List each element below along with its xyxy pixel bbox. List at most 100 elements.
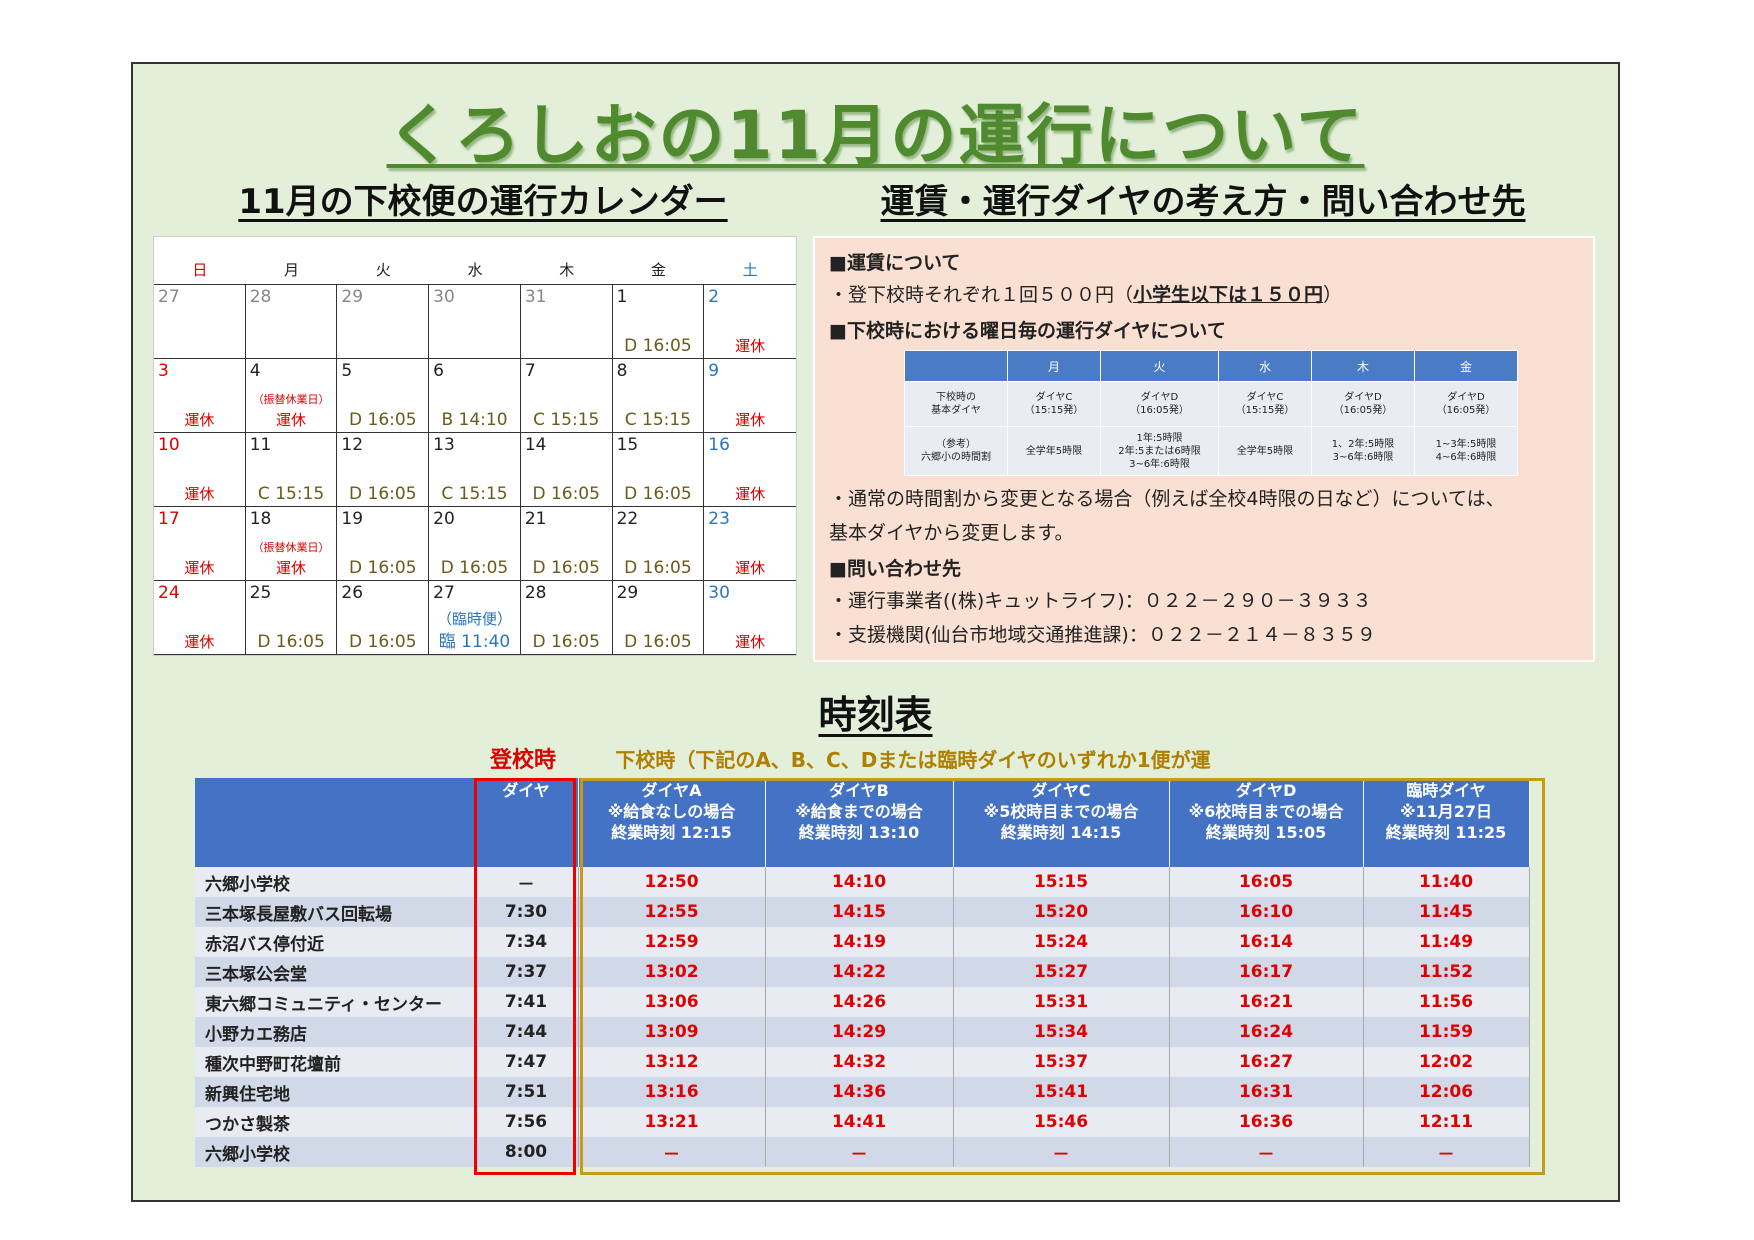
- day-service: D 16:05: [624, 558, 692, 578]
- calendar-day-cell: 26 D 16:05: [337, 581, 430, 655]
- day-number: 5: [341, 361, 353, 381]
- afternoon-time: －: [1363, 1137, 1530, 1167]
- calendar-day-cell: 12 D 16:05: [337, 433, 430, 507]
- afternoon-time: 12:55: [578, 897, 766, 927]
- afternoon-time: 11:49: [1363, 927, 1530, 957]
- fare-line-child: 小学生以下は１５０円: [1133, 284, 1324, 306]
- timetable-row: 三本塚長屋敷バス回転場 7:30 12:55 14:15 15:20 16:10 11:45: [195, 897, 1530, 927]
- day-service: D 16:05: [349, 558, 417, 578]
- morning-time: 7:41: [474, 987, 579, 1017]
- calendar-day-cell: 28: [245, 285, 338, 359]
- afternoon-time: 14:19: [765, 927, 954, 957]
- afternoon-time: 16:21: [1169, 987, 1364, 1017]
- morning-time: 7:37: [474, 957, 579, 987]
- weekday-label: 月: [284, 261, 300, 279]
- calendar-day-cell: 17 運休: [154, 507, 246, 581]
- afternoon-time: 16:24: [1169, 1017, 1364, 1047]
- mini-cell: ダイヤD （16:05発）: [1100, 381, 1219, 427]
- poster-frame: くろしおの11月の運行について 11月の下校便の運行カレンダー 運賃・運行ダイヤ…: [131, 62, 1620, 1202]
- day-number: 20: [433, 509, 455, 529]
- day-number: 21: [524, 509, 547, 529]
- fare-line: ・登下校時それぞれ１回５００円（小学生以下は１５０円）: [829, 278, 1579, 312]
- afternoon-time: 16:27: [1169, 1047, 1364, 1077]
- timetable-header-cell: ダイヤA ※給食なしの場合 終業時刻 12:15: [578, 778, 766, 867]
- afternoon-time: 16:05: [1169, 867, 1364, 897]
- timetable-header-cell: ダイヤC ※5校時目までの場合 終業時刻 14:15: [953, 778, 1170, 867]
- day-number: 26: [341, 583, 364, 603]
- timetable-row: 東六郷コミュニティ・センター 7:41 13:06 14:26 15:31 16:21 11…: [195, 987, 1530, 1017]
- calendar-day-cell: 2 運休: [704, 285, 796, 359]
- day-service: 運休: [276, 411, 307, 429]
- mini-cell: 1、2年:5時限 3~6年:6時限: [1311, 426, 1415, 476]
- timetable-header-cell: [195, 778, 475, 867]
- calendar-day-cell: 10 運休: [154, 433, 246, 507]
- mini-cell: ダイヤD （16:05発）: [1311, 381, 1415, 427]
- day-service: D 16:05: [440, 558, 509, 578]
- calendar-day-cell: 5 D 16:05: [337, 359, 430, 433]
- calendar-day-cell: 31: [520, 285, 613, 359]
- day-service: 運休: [735, 411, 766, 429]
- day-service: D 16:05: [624, 632, 692, 652]
- day-service: D 16:05: [349, 484, 417, 504]
- calendar-day-cell: 30 運休: [704, 581, 796, 655]
- calendar-day-cell: 4 （振替休業日） 運休: [245, 359, 338, 433]
- calendar-day-cell: 3 運休: [154, 359, 246, 433]
- afternoon-time: 14:41: [765, 1107, 954, 1137]
- afternoon-time: 15:34: [953, 1017, 1170, 1047]
- calendar-day-cell: 24 運休: [154, 581, 246, 655]
- timetable-header-cell: ダイヤB ※給食までの場合 終業時刻 13:10: [765, 778, 954, 867]
- mini-header-cell: [904, 350, 1008, 382]
- weekday-label: 金: [650, 261, 666, 279]
- mini-header-cell: 金: [1414, 350, 1518, 382]
- day-number: 23: [708, 509, 730, 529]
- timetable-row: 三本塚公会堂 7:37 13:02 14:22 15:27 16:17 11:52: [195, 957, 1530, 987]
- calendar-day-cell: 23 運休: [704, 507, 796, 581]
- day-number: 15: [616, 435, 639, 455]
- mini-cell: ダイヤC （15:15発）: [1007, 381, 1101, 427]
- afternoon-time: 13:02: [578, 957, 766, 987]
- note-line-1: ・通常の時間割から変更となる場合（例えば全校4時限の日など）については、: [829, 488, 1505, 510]
- day-number: 14: [524, 435, 547, 455]
- day-number: 6: [433, 361, 444, 381]
- day-number: 3: [158, 361, 169, 381]
- afternoon-time: 11:45: [1363, 897, 1530, 927]
- afternoon-time: 15:27: [953, 957, 1170, 987]
- stop-name: 東六郷コミュニティ・センター: [195, 987, 475, 1017]
- stop-name: 赤沼バス停付近: [195, 927, 475, 957]
- calendar-day-cell: 22 D 16:05: [612, 507, 705, 581]
- day-service: D 16:05: [349, 632, 417, 652]
- contact-support: ・支援機関(仙台市地域交通推進課)：０２２－２１４－８３５９: [829, 624, 1376, 646]
- day-number: 19: [341, 509, 364, 529]
- day-number: 18: [249, 509, 272, 529]
- weekday-label: 火: [375, 261, 391, 279]
- label-morning: 登校時: [489, 748, 556, 773]
- afternoon-time: 13:21: [578, 1107, 766, 1137]
- calendar-day-cell: 14 D 16:05: [520, 433, 613, 507]
- timetable-row: 種次中野町花壇前 7:47 13:12 14:32 15:37 16:27 12:02: [195, 1047, 1530, 1077]
- day-number: 16: [708, 435, 730, 455]
- mini-header-cell: 木: [1311, 350, 1415, 382]
- day-service: D 16:05: [349, 410, 417, 430]
- stop-name: 三本塚長屋敷バス回転場: [195, 897, 475, 927]
- calendar-day-cell: 8 C 15:15: [612, 359, 705, 433]
- day-service: D 16:05: [624, 484, 692, 504]
- mini-header-cell: 火: [1100, 350, 1219, 382]
- stop-name: 新興住宅地: [195, 1077, 475, 1107]
- morning-time: 7:51: [474, 1077, 579, 1107]
- day-service: D 16:05: [532, 484, 600, 504]
- timetable-row: 六郷小学校－ 12:50 14:10 15:15 16:05 11:40: [195, 867, 1530, 897]
- day-service: 運休: [184, 633, 215, 651]
- calendar-day-cell: 16 運休: [704, 433, 796, 507]
- calendar-day-cell: 20 D 16:05: [429, 507, 521, 581]
- timetable-title: 時刻表: [818, 693, 933, 737]
- morning-time: 7:30: [474, 897, 579, 927]
- day-number: 22: [616, 509, 639, 529]
- timetable-header-row: ダイヤ ダイヤA ※給食なしの場合 終業時刻 12:15 ダイヤB ※給食までの場合 終業時…: [195, 778, 1530, 867]
- day-number: 30: [708, 583, 730, 603]
- day-note: （臨時便）: [436, 610, 512, 628]
- day-number: 27: [433, 583, 455, 603]
- day-service: C 15:15: [441, 484, 508, 504]
- afternoon-time: 16:31: [1169, 1077, 1364, 1107]
- day-service: D 16:05: [532, 558, 600, 578]
- stop-name: 六郷小学校: [195, 867, 475, 897]
